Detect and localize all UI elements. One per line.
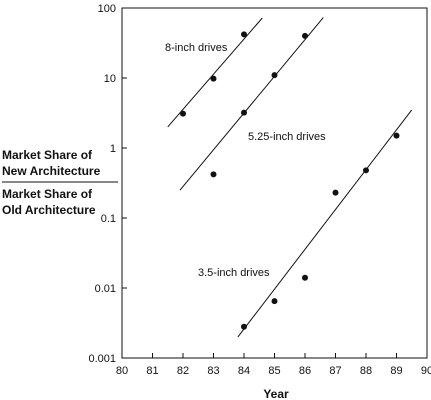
data-point-3-5-inch-drives	[393, 132, 400, 139]
y-tick-label: 0.1	[101, 213, 116, 225]
x-tick-label: 86	[299, 365, 311, 377]
series-labels: 8-inch drives 5.25-inch drives 3.5-inch dr…	[165, 42, 326, 279]
data-point-8-inch-drives	[180, 110, 186, 117]
y-tick-label: 100	[98, 3, 116, 15]
x-tick-label: 81	[146, 365, 158, 377]
data-point-3-5-inch-drives	[332, 189, 339, 196]
data-points	[180, 31, 400, 330]
trend-line-3-5-inch-drives	[237, 109, 413, 338]
y-tick-label: 0.001	[88, 353, 116, 365]
y-tick-label: 10	[104, 73, 116, 85]
x-axis-title: Year	[263, 387, 289, 400]
y-tick-label: 0.01	[95, 283, 116, 295]
data-point-3-5-inch-drives	[302, 274, 308, 281]
series-label-5-25-inch-drives: 5.25-inch drives	[248, 131, 326, 143]
series-label-3-5-inch-drives: 3.5-inch drives	[198, 267, 270, 279]
x-tick-label: 89	[390, 365, 402, 377]
x-tick-label: 85	[268, 365, 280, 377]
y-axis-title-bottom-line-2: Old Architecture	[2, 203, 96, 217]
data-point-5-25-inch-drives	[210, 171, 217, 178]
data-point-5-25-inch-drives	[241, 109, 247, 116]
data-point-5-25-inch-drives	[271, 72, 278, 79]
x-tick-label: 80	[116, 365, 128, 377]
trend-line-8-inch-drives	[167, 17, 263, 128]
x-tick-label: 90	[421, 365, 431, 377]
trend-lines	[167, 17, 413, 338]
data-point-3-5-inch-drives	[363, 167, 369, 174]
y-axis-title-top-line-2: New Architecture	[2, 164, 101, 178]
x-tick-label: 82	[177, 365, 189, 377]
plot-frame	[121, 7, 428, 359]
axes	[2, 7, 428, 359]
x-tick-label: 83	[207, 365, 219, 377]
data-point-5-25-inch-drives	[302, 32, 308, 39]
y-axis-title-top-line-1: Market Share of	[2, 148, 93, 162]
y-tick-label: 1	[110, 143, 116, 155]
x-tick-label: 84	[238, 365, 250, 377]
data-point-8-inch-drives	[241, 31, 247, 38]
x-tick-label: 87	[329, 365, 341, 377]
tick-marks: 80 81 82 83 84 85 86 87 88 89 90 0.001 0.01 0.1 1 10 100	[88, 3, 431, 377]
series-label-8-inch-drives: 8-inch drives	[165, 42, 228, 54]
data-point-3-5-inch-drives	[241, 323, 247, 330]
y-axis-title-bottom-line-1: Market Share of	[2, 187, 93, 201]
data-point-8-inch-drives	[210, 75, 217, 82]
y-axis-title: Market Share of New Architecture Market …	[2, 148, 101, 217]
data-point-3-5-inch-drives	[271, 298, 278, 305]
trend-line-5-25-inch-drives	[179, 17, 324, 191]
x-tick-label: 88	[360, 365, 372, 377]
